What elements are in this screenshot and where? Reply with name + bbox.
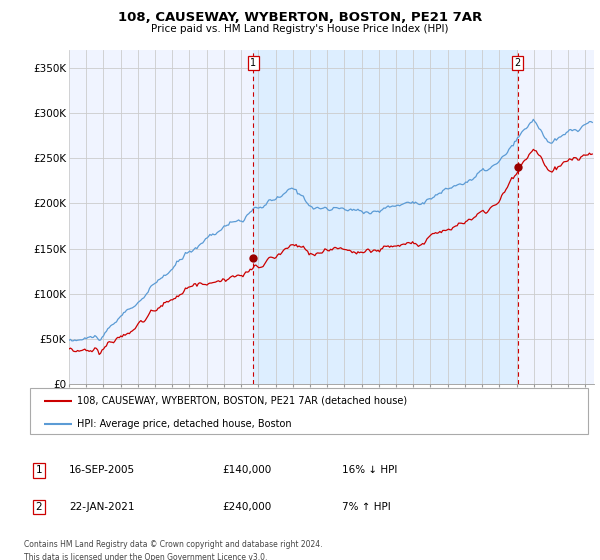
Text: Contains HM Land Registry data © Crown copyright and database right 2024.: Contains HM Land Registry data © Crown c… bbox=[24, 540, 323, 549]
FancyBboxPatch shape bbox=[30, 388, 588, 434]
Text: £140,000: £140,000 bbox=[222, 465, 271, 475]
Text: 16% ↓ HPI: 16% ↓ HPI bbox=[342, 465, 397, 475]
Text: 22-JAN-2021: 22-JAN-2021 bbox=[69, 502, 134, 512]
Text: £240,000: £240,000 bbox=[222, 502, 271, 512]
Text: 108, CAUSEWAY, WYBERTON, BOSTON, PE21 7AR: 108, CAUSEWAY, WYBERTON, BOSTON, PE21 7A… bbox=[118, 11, 482, 24]
Bar bbox=[253, 50, 518, 384]
Text: 1: 1 bbox=[250, 58, 256, 68]
Text: 7% ↑ HPI: 7% ↑ HPI bbox=[342, 502, 391, 512]
Text: 1: 1 bbox=[35, 465, 43, 475]
Text: This data is licensed under the Open Government Licence v3.0.: This data is licensed under the Open Gov… bbox=[24, 553, 268, 560]
Text: 108, CAUSEWAY, WYBERTON, BOSTON, PE21 7AR (detached house): 108, CAUSEWAY, WYBERTON, BOSTON, PE21 7A… bbox=[77, 396, 407, 406]
Text: 2: 2 bbox=[35, 502, 43, 512]
Text: 2: 2 bbox=[514, 58, 521, 68]
Text: Price paid vs. HM Land Registry's House Price Index (HPI): Price paid vs. HM Land Registry's House … bbox=[151, 24, 449, 34]
Text: HPI: Average price, detached house, Boston: HPI: Average price, detached house, Bost… bbox=[77, 419, 292, 429]
Text: 16-SEP-2005: 16-SEP-2005 bbox=[69, 465, 135, 475]
